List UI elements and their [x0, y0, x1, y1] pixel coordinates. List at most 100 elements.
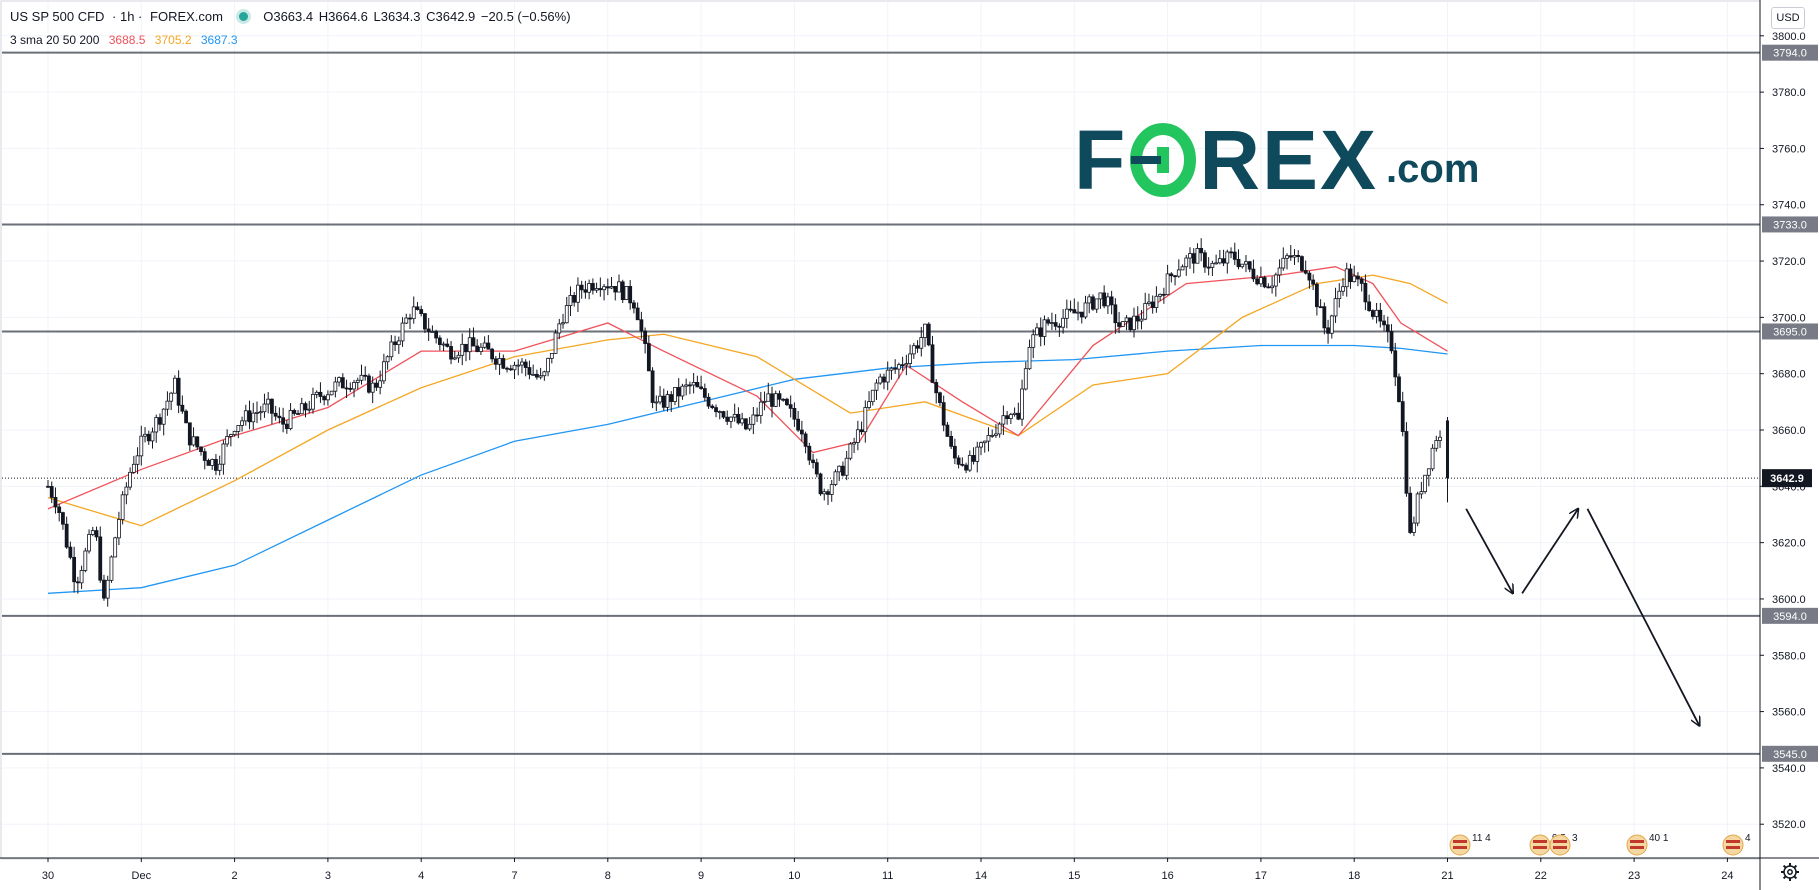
candle[interactable] — [1352, 265, 1357, 283]
candle[interactable] — [475, 339, 480, 353]
candle[interactable] — [721, 410, 726, 419]
candle[interactable] — [53, 487, 58, 514]
candle[interactable] — [464, 343, 468, 362]
candle[interactable] — [359, 364, 364, 385]
candle[interactable] — [1266, 283, 1271, 289]
candle[interactable] — [75, 576, 80, 594]
candle[interactable] — [583, 280, 588, 299]
candle[interactable] — [393, 335, 397, 352]
candle[interactable] — [381, 353, 386, 384]
candle[interactable] — [1068, 300, 1073, 313]
candle[interactable] — [587, 279, 592, 300]
candle[interactable] — [949, 430, 954, 450]
candle[interactable] — [1221, 249, 1226, 267]
candle[interactable] — [1344, 262, 1349, 297]
candle[interactable] — [1098, 292, 1103, 309]
candle[interactable] — [994, 424, 998, 438]
candle[interactable] — [1307, 270, 1312, 289]
candle[interactable] — [497, 352, 502, 375]
candle[interactable] — [1288, 245, 1293, 261]
candle[interactable] — [826, 489, 830, 506]
candle[interactable] — [602, 284, 606, 301]
candle[interactable] — [941, 395, 946, 432]
candle[interactable] — [523, 359, 528, 377]
candle[interactable] — [1031, 329, 1036, 359]
candle[interactable] — [1430, 444, 1435, 472]
candle[interactable] — [546, 357, 550, 377]
candle[interactable] — [654, 395, 659, 412]
candle[interactable] — [930, 335, 935, 383]
candle[interactable] — [1292, 249, 1297, 265]
candle[interactable] — [579, 280, 584, 299]
candle[interactable] — [1382, 314, 1386, 332]
candle[interactable] — [214, 454, 218, 476]
candle[interactable] — [109, 555, 114, 583]
candle[interactable] — [680, 383, 685, 400]
candle[interactable] — [57, 503, 62, 522]
candle[interactable] — [934, 379, 939, 404]
candle[interactable] — [251, 402, 256, 430]
candle[interactable] — [1303, 260, 1308, 275]
candle[interactable] — [318, 382, 323, 403]
candle[interactable] — [803, 431, 808, 454]
candle[interactable] — [646, 335, 651, 372]
candle[interactable] — [337, 376, 341, 387]
candle[interactable] — [1370, 309, 1375, 320]
candle[interactable] — [288, 403, 293, 431]
candle[interactable] — [1184, 254, 1189, 276]
candle[interactable] — [568, 286, 573, 317]
candle[interactable] — [501, 354, 506, 370]
candle[interactable] — [561, 313, 565, 329]
candle[interactable] — [900, 356, 905, 371]
candle[interactable] — [243, 404, 248, 426]
candle[interactable] — [1210, 260, 1215, 277]
candle[interactable] — [307, 400, 312, 414]
candle[interactable] — [408, 313, 412, 330]
candle[interactable] — [1374, 302, 1379, 324]
candle[interactable] — [1415, 491, 1420, 527]
candle[interactable] — [72, 546, 77, 593]
candle[interactable] — [766, 382, 771, 402]
candle[interactable] — [553, 329, 558, 354]
candle[interactable] — [1244, 254, 1248, 273]
candle[interactable] — [1277, 259, 1282, 283]
candle[interactable] — [329, 390, 334, 396]
candle[interactable] — [1322, 302, 1327, 335]
candle[interactable] — [83, 547, 88, 573]
candle[interactable] — [855, 420, 860, 451]
candle[interactable] — [206, 458, 211, 466]
projection-arrow[interactable] — [1465, 508, 1513, 593]
candle[interactable] — [792, 402, 797, 427]
candle[interactable] — [314, 390, 319, 399]
candle[interactable] — [1419, 481, 1424, 499]
candle[interactable] — [120, 491, 125, 525]
candle[interactable] — [430, 325, 435, 333]
candle[interactable] — [1124, 315, 1129, 331]
candle[interactable] — [262, 393, 267, 418]
candle[interactable] — [1262, 275, 1267, 289]
candle[interactable] — [605, 278, 610, 296]
candle[interactable] — [1281, 247, 1286, 271]
candle[interactable] — [94, 526, 99, 541]
candle[interactable] — [348, 382, 353, 393]
candle[interactable] — [87, 529, 91, 554]
candle[interactable] — [882, 373, 886, 390]
candle[interactable] — [542, 370, 547, 381]
candle[interactable] — [61, 511, 65, 530]
candle[interactable] — [878, 373, 883, 385]
candle[interactable] — [1378, 302, 1383, 328]
candle[interactable] — [1132, 307, 1136, 338]
candle[interactable] — [1087, 294, 1092, 314]
candle[interactable] — [863, 400, 868, 443]
candle[interactable] — [426, 318, 431, 341]
candle[interactable] — [613, 286, 618, 301]
candle[interactable] — [400, 317, 405, 347]
candle[interactable] — [184, 409, 188, 424]
candle[interactable] — [344, 379, 349, 399]
candle[interactable] — [195, 436, 200, 451]
candle[interactable] — [423, 313, 427, 333]
candle[interactable] — [1259, 266, 1263, 288]
candle[interactable] — [1408, 486, 1413, 534]
candle[interactable] — [859, 421, 864, 435]
candle[interactable] — [355, 377, 360, 390]
